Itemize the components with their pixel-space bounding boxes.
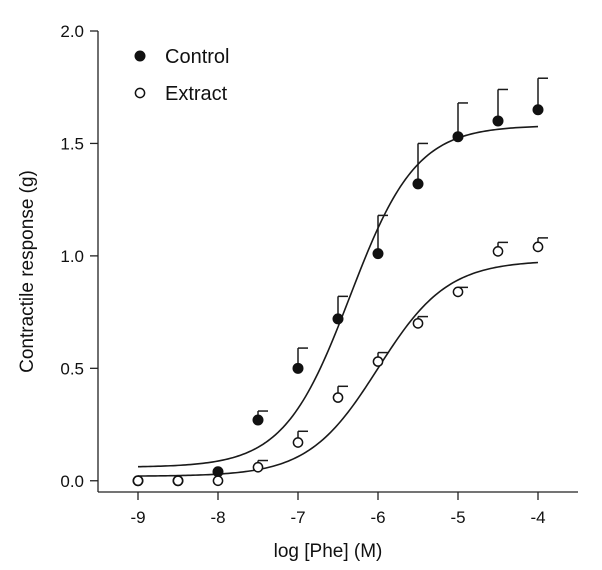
data-point-extract xyxy=(532,241,544,253)
y-tick-label: 0.0 xyxy=(60,472,84,491)
y-tick-label: 1.5 xyxy=(60,134,84,153)
data-points xyxy=(132,104,544,487)
data-point-extract xyxy=(292,437,304,448)
legend-label-extract: Extract xyxy=(165,83,228,105)
data-point-extract xyxy=(492,246,504,257)
error-bars xyxy=(257,77,548,468)
data-point-extract xyxy=(412,317,424,329)
data-point-extract xyxy=(452,286,464,298)
data-point-control xyxy=(532,104,544,116)
x-tick-label: -6 xyxy=(370,508,385,527)
y-tick-label: 2.0 xyxy=(60,22,84,41)
data-point-extract xyxy=(372,356,384,367)
x-tick-label: -7 xyxy=(290,508,305,527)
x-tick-label: -4 xyxy=(530,508,545,527)
legend-marker-control xyxy=(134,50,146,62)
fit-curve-control xyxy=(137,125,539,468)
y-axis-title: Contractile response (g) xyxy=(17,170,38,373)
legend: Control Extract xyxy=(134,46,229,105)
fit-curve-extract xyxy=(137,261,539,477)
data-point-extract xyxy=(132,475,144,487)
data-point-extract xyxy=(172,475,184,487)
data-point-control xyxy=(332,313,344,325)
x-tick-label: -8 xyxy=(210,508,225,527)
data-point-control xyxy=(212,466,224,478)
data-point-extract xyxy=(212,475,224,487)
data-point-extract xyxy=(252,461,264,473)
data-point-control xyxy=(292,362,304,374)
data-point-control xyxy=(492,115,504,127)
data-point-control xyxy=(372,248,384,260)
y-tick-label: 1.0 xyxy=(60,247,84,266)
x-tick-label: -5 xyxy=(450,508,465,527)
x-axis-title: log [Phe] (M) xyxy=(274,541,383,562)
y-tick-label: 0.5 xyxy=(60,359,84,378)
x-tick-label: -9 xyxy=(130,508,145,527)
data-point-control xyxy=(452,131,464,143)
data-point-control xyxy=(412,178,424,190)
legend-label-control: Control xyxy=(165,46,229,68)
axes: -9 -8 -7 -6 -5 -4 0.0 0.5 1.0 1.5 2.0 log [Phe] (M)… xyxy=(17,22,578,562)
legend-marker-extract xyxy=(134,87,146,99)
fit-curves xyxy=(137,125,539,477)
data-point-control xyxy=(252,414,264,426)
data-point-extract xyxy=(332,392,344,403)
